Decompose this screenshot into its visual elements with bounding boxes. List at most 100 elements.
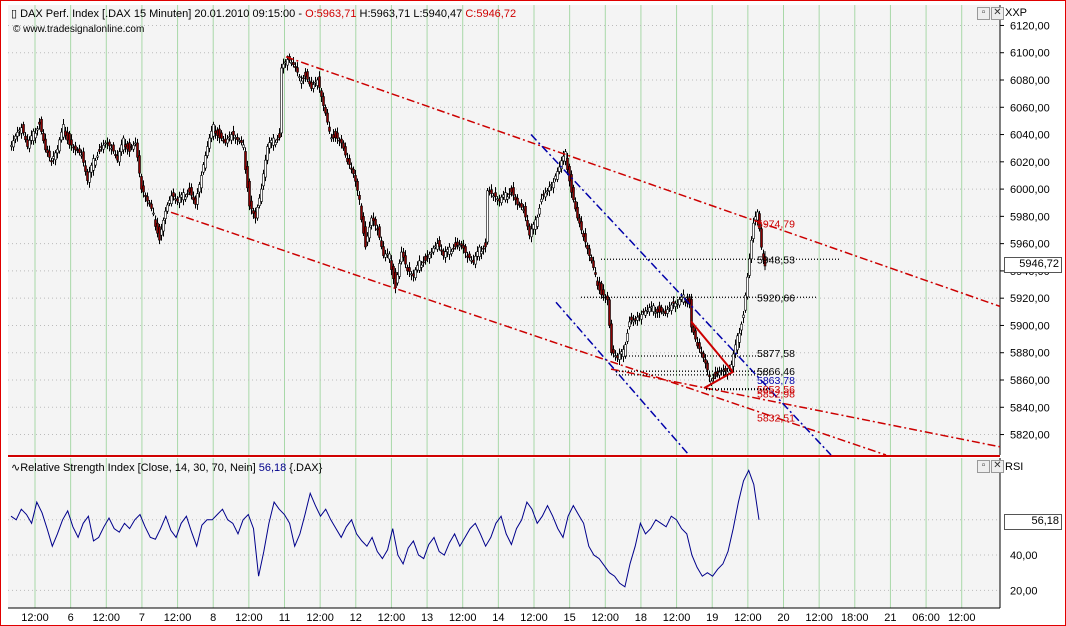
candle-body: [368, 226, 371, 239]
candle-body: [580, 221, 583, 231]
candle-body: [106, 142, 109, 145]
candle-body: [174, 198, 177, 201]
candle-body: [328, 126, 331, 132]
candle-body: [262, 173, 265, 187]
candle-body: [548, 186, 551, 192]
candle-body: [152, 212, 155, 215]
candle-body: [356, 180, 359, 191]
x-tick-label: 21: [884, 612, 896, 624]
last-rsi-value: 56,18: [1031, 515, 1059, 527]
candle-body: [240, 140, 243, 143]
candle-body: [404, 255, 407, 265]
x-tick-label: 12:00: [520, 612, 548, 624]
candle-body: [742, 314, 745, 318]
candle-body: [12, 140, 15, 148]
candle-body: [306, 71, 309, 80]
candle-body: [162, 219, 165, 232]
candle-body: [88, 171, 91, 183]
candle-body: [350, 167, 353, 170]
candle-body: [388, 253, 391, 260]
candle-body: [36, 128, 39, 131]
candle-body: [530, 228, 533, 238]
price-axis-tag: XXP: [1005, 7, 1028, 19]
candle-body: [180, 194, 183, 198]
candle-body: [294, 66, 297, 68]
candle-body: [546, 190, 549, 193]
x-tick-label: 12:00: [93, 612, 121, 624]
candle-body: [512, 187, 515, 196]
candle-body: [678, 299, 681, 306]
candle-body: [108, 141, 111, 147]
candle-body: [456, 241, 459, 246]
blue-trend-line: [530, 134, 832, 456]
candle-body: [22, 124, 25, 134]
x-tick-label: 06:00: [912, 612, 940, 624]
close-icon[interactable]: ✕: [991, 460, 1004, 473]
candle-body: [40, 118, 43, 132]
candle-body: [564, 151, 567, 162]
candle-body: [186, 193, 189, 195]
candle-body: [348, 158, 351, 166]
rsi-tick-label: 40,00: [1010, 550, 1038, 562]
candle-body: [594, 272, 597, 275]
candle-body: [500, 196, 503, 204]
candle-body: [536, 217, 539, 227]
candle-body: [126, 143, 129, 150]
candle-body: [628, 321, 631, 328]
candle-body: [148, 202, 151, 205]
candle-body: [556, 171, 559, 180]
candle-body: [280, 67, 283, 134]
candle-body: [302, 77, 305, 80]
candle-body: [458, 244, 461, 248]
candle-body: [486, 190, 489, 243]
x-tick-label: 12:00: [235, 612, 263, 624]
x-tick-label: 7: [139, 612, 145, 624]
y-tick-label: 5900,00: [1010, 320, 1050, 332]
candle-body: [724, 368, 727, 372]
x-tick-label: 20: [777, 612, 789, 624]
candle-body: [320, 90, 323, 97]
level-label: 5948,53: [757, 254, 795, 266]
candle-body: [660, 307, 663, 312]
candle-body: [134, 142, 137, 145]
candle-body: [362, 216, 365, 234]
candle-body: [142, 185, 145, 193]
candle-body: [190, 187, 193, 196]
candle-body: [712, 377, 715, 380]
candle-body: [626, 332, 629, 342]
candle-body: [296, 67, 299, 73]
rsi-value: 56,18: [258, 462, 287, 474]
candle-body: [494, 192, 497, 197]
candle-body: [450, 251, 453, 255]
candle-body: [424, 255, 427, 261]
candle-body: [202, 164, 205, 173]
candle-body: [584, 233, 587, 243]
candle-body: [120, 144, 123, 153]
level-label: 5877,58: [757, 348, 795, 360]
x-tick-label: 18: [635, 612, 647, 624]
candle-body: [98, 149, 101, 152]
candle-body: [160, 229, 163, 236]
level-label: 5853,56: [757, 384, 795, 396]
candle-body: [82, 151, 85, 163]
x-tick-label: 12:00: [449, 612, 477, 624]
candle-body: [28, 140, 31, 149]
close-icon[interactable]: ✕: [991, 7, 1004, 20]
minimize-icon[interactable]: ▫: [977, 460, 990, 473]
x-tick-label: 12:00: [663, 612, 691, 624]
pane-separator[interactable]: [8, 455, 1000, 457]
candle-body: [50, 160, 53, 163]
candle-body: [574, 201, 577, 210]
minimize-icon[interactable]: ▫: [977, 7, 990, 20]
x-tick-label: 8: [210, 612, 216, 624]
candle-body: [444, 251, 447, 258]
candle-body: [220, 132, 223, 139]
candle-body: [588, 248, 591, 256]
x-tick-label: 6: [68, 612, 74, 624]
candle-body: [184, 196, 187, 200]
y-tick-label: 5860,00: [1010, 375, 1050, 387]
candle-body: [432, 247, 435, 253]
candle-body: [578, 217, 581, 224]
candle-body: [322, 96, 325, 106]
candle-body: [248, 180, 251, 207]
